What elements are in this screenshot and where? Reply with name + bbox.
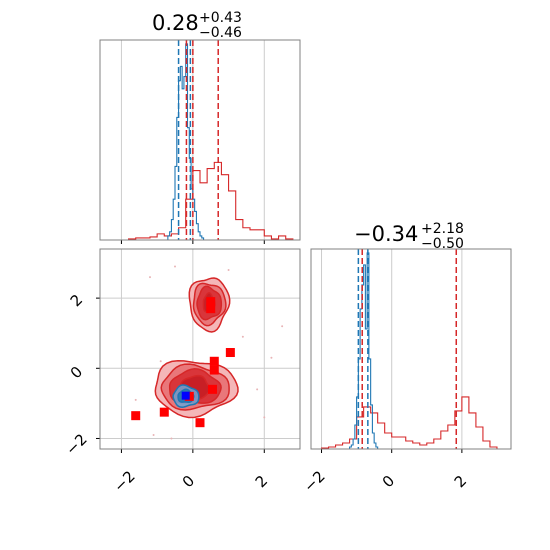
axes-frame xyxy=(310,248,512,450)
title-param-2: −0.34 +2.18 −0.50 xyxy=(354,221,464,252)
marginal-histogram-param-2 xyxy=(310,248,512,453)
title-param-2-lower: −0.50 xyxy=(421,236,464,252)
red-marker xyxy=(208,384,217,394)
x-tick-label: −2 xyxy=(300,467,328,495)
x-tick-label: −2 xyxy=(110,467,138,495)
marginal-histogram-param-1 xyxy=(99,39,301,244)
x-tick-label: 2 xyxy=(252,472,271,491)
red-marker xyxy=(206,304,216,314)
histogram-red xyxy=(100,161,300,241)
red-marker xyxy=(209,356,219,366)
scatter-point xyxy=(281,325,284,328)
x-tick-label: 0 xyxy=(379,472,398,491)
joint-y-tick-labels: −2 0 2 xyxy=(62,291,90,459)
red-marker xyxy=(225,348,235,358)
axes-frame xyxy=(99,39,301,241)
axes-frame xyxy=(99,248,301,450)
marginal2-x-tick-labels: −2 0 2 xyxy=(300,467,470,495)
scatter-point xyxy=(149,276,151,279)
scatter-point xyxy=(170,437,173,440)
title-param-1-upper: +0.43 xyxy=(199,10,242,26)
title-param-2-upper: +2.18 xyxy=(421,221,464,237)
x-tick-label: 2 xyxy=(451,472,470,491)
scatter-point xyxy=(227,269,230,272)
scatter-point xyxy=(152,433,155,436)
histogram-blue xyxy=(349,252,379,449)
y-tick-label: 2 xyxy=(67,291,86,310)
joint-contour-plot xyxy=(96,248,301,453)
y-tick-label: 0 xyxy=(67,363,86,382)
red-marker xyxy=(131,411,141,421)
scatter-point xyxy=(134,398,137,401)
histogram-red xyxy=(314,396,498,450)
scatter-point xyxy=(174,265,176,268)
x-tick-label: 0 xyxy=(179,472,198,491)
red-marker xyxy=(195,418,205,428)
title-param-1-value: 0.28 xyxy=(152,11,199,35)
scatter-point xyxy=(270,356,273,359)
scatter-point xyxy=(159,360,162,363)
red-marker xyxy=(159,407,169,417)
blue-marker xyxy=(181,391,190,400)
y-tick-label: −2 xyxy=(62,430,90,458)
red-marker xyxy=(206,297,216,307)
joint-x-tick-labels: −2 0 2 xyxy=(110,467,271,495)
red-marker xyxy=(209,365,219,375)
title-param-1: 0.28 +0.43 −0.46 xyxy=(152,10,242,41)
scatter-point xyxy=(241,335,244,338)
title-param-2-value: −0.34 xyxy=(354,222,418,246)
title-param-1-lower: −0.46 xyxy=(199,25,242,41)
scatter-point xyxy=(256,388,259,391)
scatter-point xyxy=(263,416,266,419)
